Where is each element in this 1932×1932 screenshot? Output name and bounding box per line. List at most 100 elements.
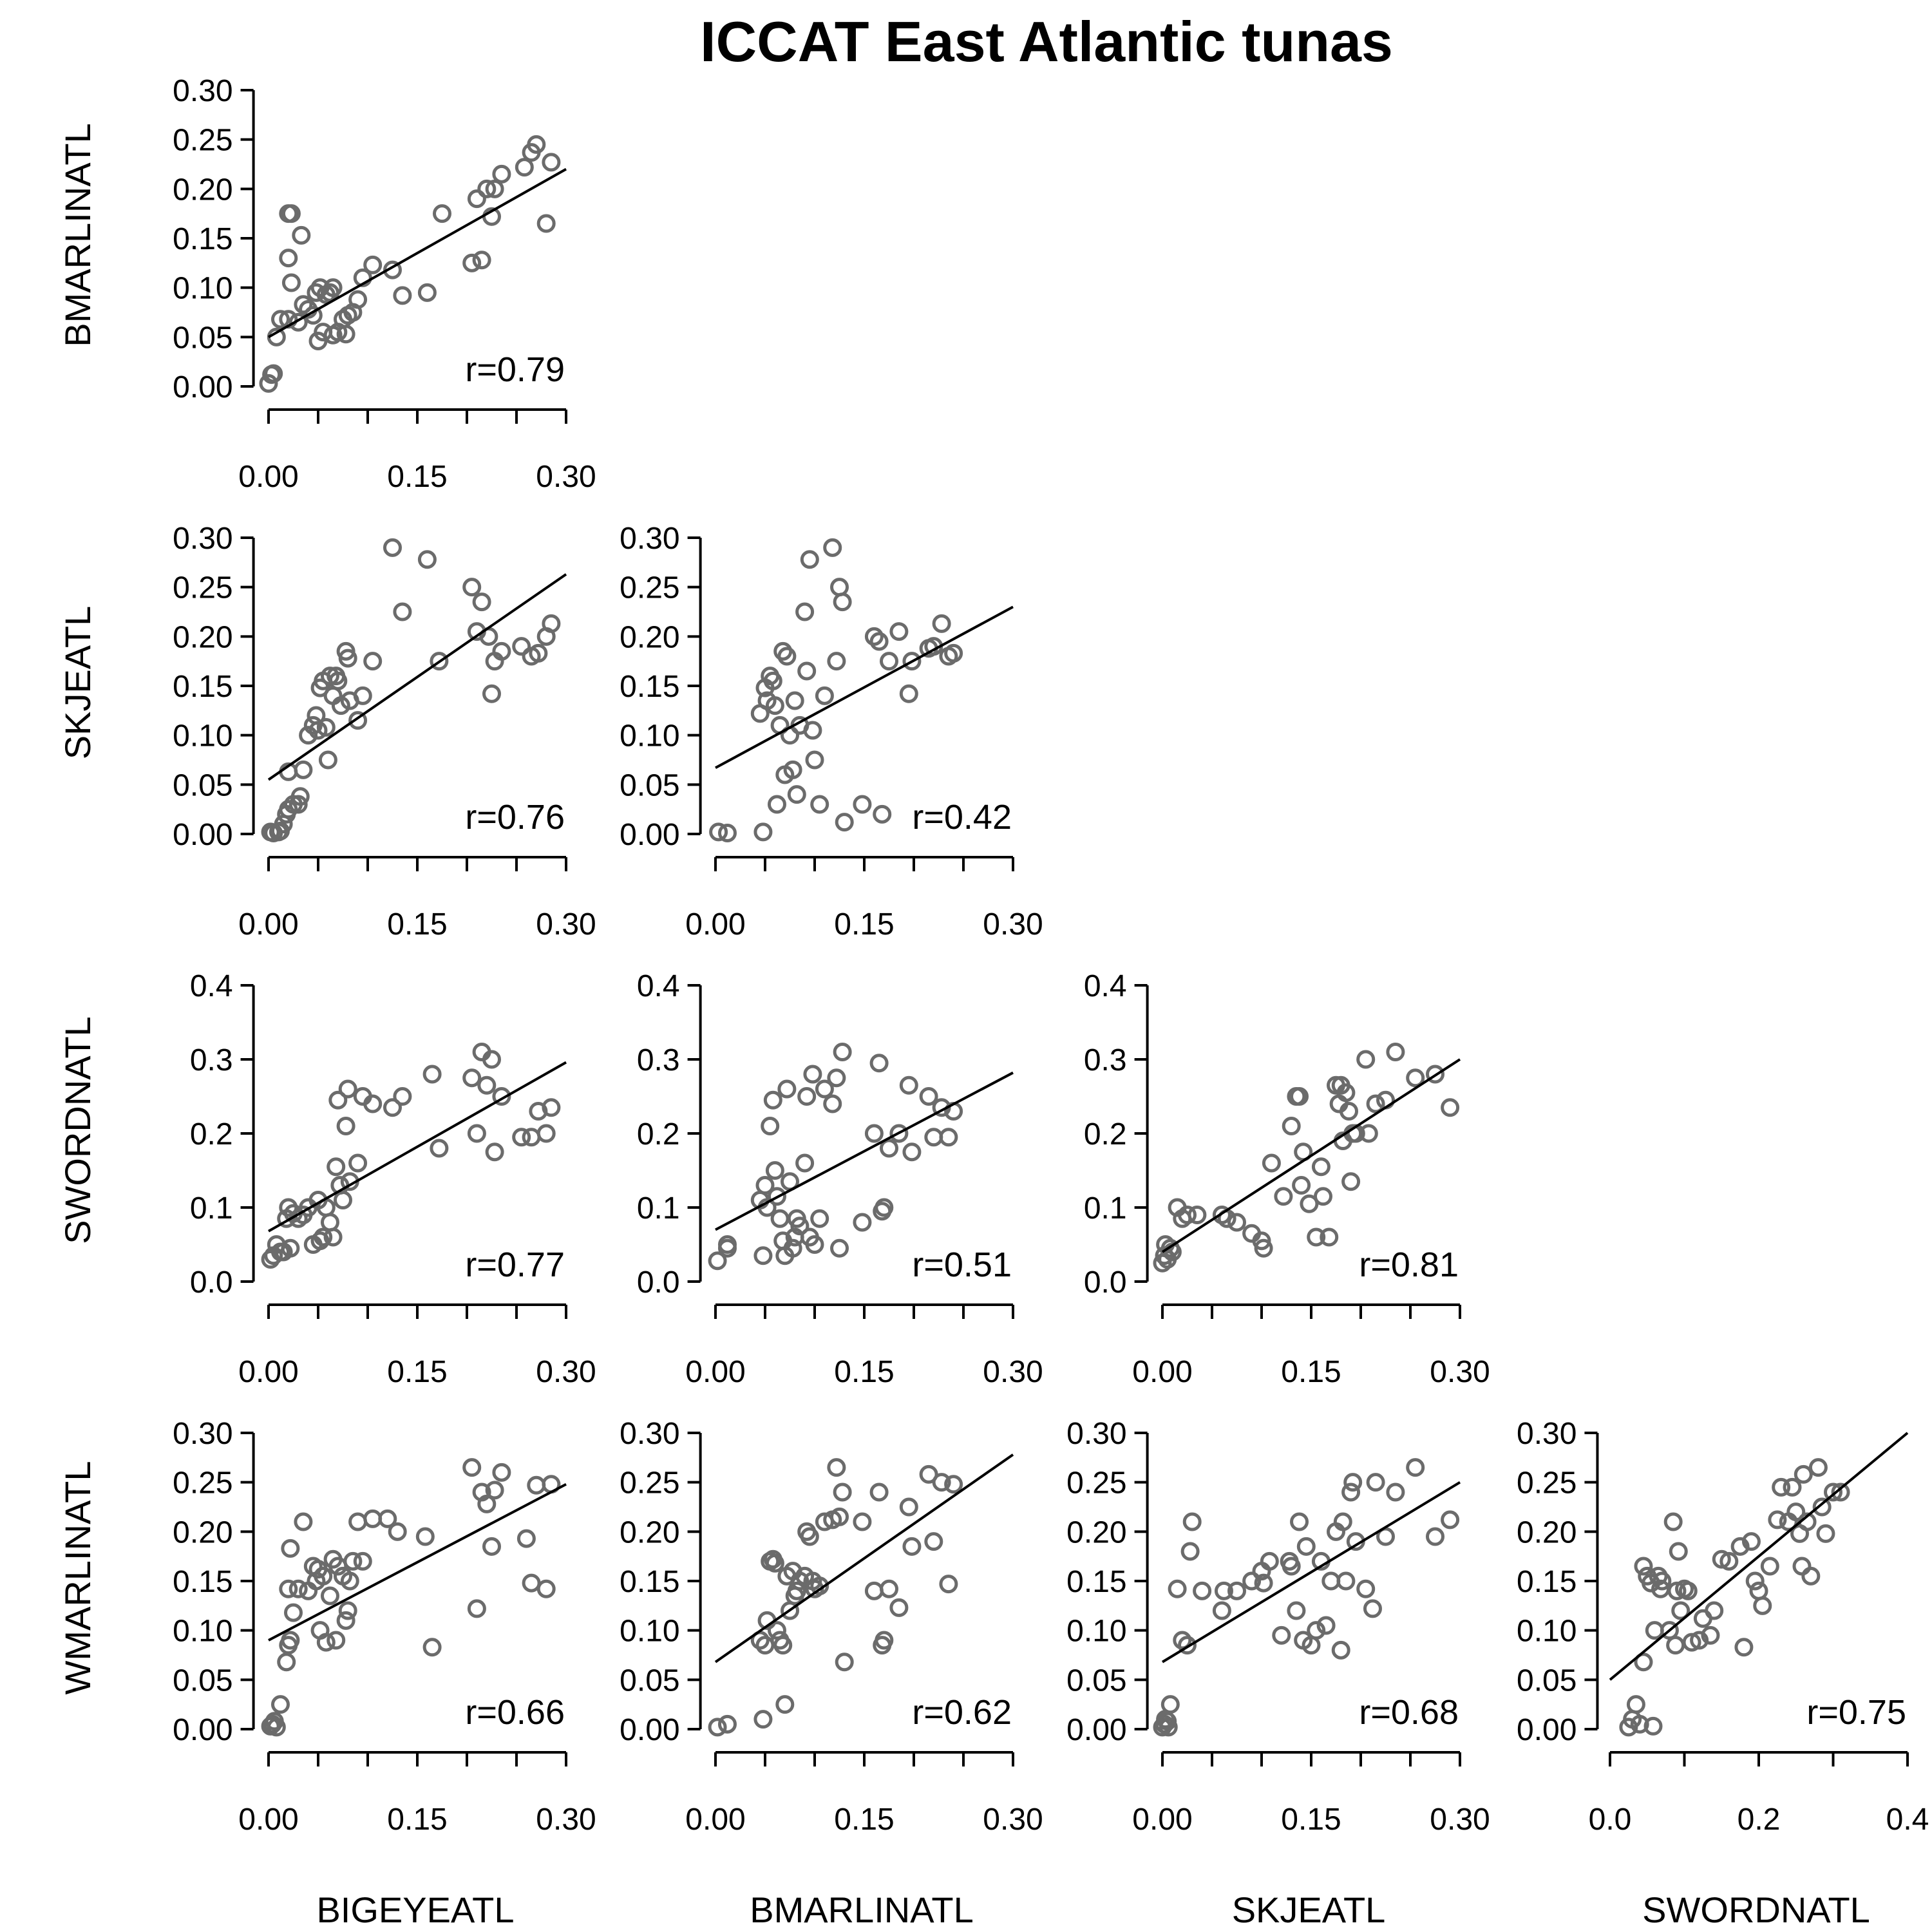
y-tick-label: 0.10: [620, 719, 679, 753]
data-point: [1792, 1557, 1812, 1576]
y-tick-label: 0.20: [1517, 1515, 1577, 1549]
data-point: [482, 1050, 501, 1069]
column-label-4: SWORDNATL: [1642, 1889, 1870, 1930]
data-point: [833, 1043, 852, 1061]
x-tick-label: 0.15: [1281, 1803, 1341, 1837]
data-point: [393, 286, 412, 305]
data-point: [805, 750, 824, 770]
x-tick-label: 0.00: [1132, 1803, 1192, 1837]
row-label-2: SKJEATL: [57, 606, 98, 760]
data-point: [765, 1161, 784, 1180]
y-tick-label: 0.25: [173, 124, 232, 158]
y-tick-label: 0.30: [1517, 1417, 1577, 1451]
y-tick-label: 0.30: [1066, 1417, 1126, 1451]
data-point: [823, 538, 842, 557]
data-point: [1316, 1616, 1336, 1635]
data-point: [1730, 1537, 1750, 1556]
data-point: [899, 684, 918, 703]
data-point: [314, 1566, 333, 1586]
data-point: [1178, 1636, 1197, 1655]
data-point: [899, 1075, 918, 1095]
y-tick-label: 0.25: [1066, 1466, 1126, 1501]
data-point: [542, 614, 561, 633]
data-point: [864, 1124, 884, 1143]
data-point: [939, 1575, 958, 1594]
data-point: [320, 1213, 339, 1232]
data-point: [1816, 1524, 1835, 1543]
data-point: [353, 268, 372, 287]
data-point: [338, 1079, 357, 1099]
x-tick-label: 0.30: [983, 1803, 1043, 1837]
data-point: [1307, 1621, 1326, 1640]
data-point: [1768, 1510, 1787, 1530]
data-point: [853, 1213, 872, 1232]
panels-group: 0.000.050.100.150.200.250.300.00 0.15 0.30…: [173, 74, 1929, 1837]
data-point: [944, 643, 963, 663]
data-point: [462, 578, 482, 597]
y-tick-label: 0.3: [1084, 1043, 1127, 1077]
x-tick-label: 0.30: [536, 1355, 596, 1389]
y-tick-label: 0.15: [620, 1565, 679, 1599]
data-point: [880, 652, 898, 671]
data-point: [363, 255, 383, 274]
data-point: [485, 179, 504, 198]
data-point: [430, 652, 449, 671]
data-point: [1801, 1566, 1821, 1586]
data-point: [527, 1475, 546, 1495]
data-point: [477, 179, 497, 198]
data-point: [289, 1579, 308, 1598]
row-label-4: WMARLINATL: [57, 1461, 98, 1695]
data-point: [1426, 1065, 1444, 1084]
data-point: [336, 1117, 355, 1135]
data-point: [292, 225, 311, 245]
data-point: [761, 1117, 780, 1135]
data-point: [284, 1603, 303, 1622]
data-point: [383, 1098, 402, 1117]
x-tick-label: 0.00: [685, 1355, 745, 1389]
data-point: [1426, 1527, 1444, 1546]
data-point: [1734, 1638, 1754, 1657]
data-point: [536, 1579, 556, 1598]
data-point: [869, 1054, 889, 1073]
data-point: [328, 1090, 348, 1110]
data-point: [875, 1198, 894, 1217]
data-point: [353, 1551, 372, 1571]
data-point: [795, 1153, 815, 1173]
data-point: [800, 1527, 819, 1546]
data-point: [482, 1537, 501, 1556]
correlation-label: r=0.76: [465, 798, 565, 837]
x-tick-label: 0.15: [387, 1355, 447, 1389]
data-point: [717, 1235, 737, 1254]
y-tick-label: 0.3: [190, 1043, 233, 1077]
data-point: [279, 800, 298, 819]
data-point: [767, 1621, 786, 1640]
data-point: [522, 1128, 541, 1147]
y-tick-label: 0.30: [173, 522, 232, 556]
data-point: [1630, 1714, 1649, 1734]
data-point: [422, 1638, 442, 1657]
y-tick-label: 0.2: [1084, 1117, 1127, 1151]
y-tick-label: 0.0: [1084, 1265, 1127, 1300]
x-tick-label: 0.15: [387, 460, 447, 494]
data-point: [833, 1482, 852, 1502]
data-point: [316, 1633, 336, 1652]
y-tick-label: 0.15: [1066, 1565, 1126, 1599]
data-point: [1159, 1718, 1178, 1737]
correlation-label: r=0.81: [1359, 1245, 1459, 1284]
data-point: [1336, 1083, 1356, 1103]
data-point: [467, 1124, 486, 1143]
y-tick-label: 0.20: [1066, 1515, 1126, 1549]
data-point: [827, 1458, 846, 1477]
data-point: [1292, 1176, 1311, 1195]
data-point: [797, 661, 817, 681]
panel-3-1: 0.0 0.1 0.2 0.3 0.4 0.00 0.15 0.30 r=0.77: [190, 969, 596, 1389]
data-point: [328, 671, 348, 690]
data-point: [1753, 1596, 1772, 1615]
data-point: [415, 1527, 435, 1546]
data-point: [477, 1075, 497, 1095]
data-point: [477, 1494, 497, 1513]
data-point: [279, 1579, 298, 1598]
data-point: [259, 374, 278, 393]
x-tick-label: 0.00: [238, 460, 298, 494]
